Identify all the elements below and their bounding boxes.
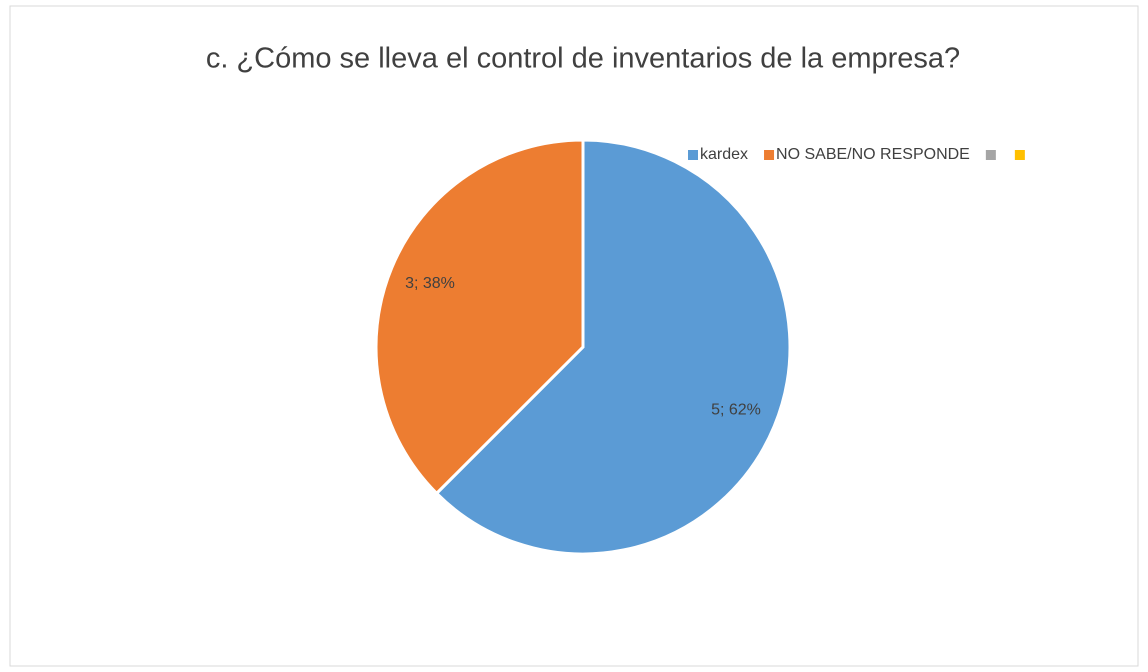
legend-swatch [985,150,996,160]
data-label: 5; 62% [711,402,761,419]
legend-swatch [1014,150,1025,160]
pie-slice [434,138,792,556]
legend-swatch [688,150,698,160]
data-label: 3; 38% [405,275,455,292]
legend-label: kardex [700,146,748,163]
legend-swatch [764,150,775,160]
legend-label: NO SABE/NO RESPONDE [776,146,970,163]
pie-slice [374,138,585,496]
chart-title: c. ¿Cómo se lleva el control de inventar… [206,43,960,75]
